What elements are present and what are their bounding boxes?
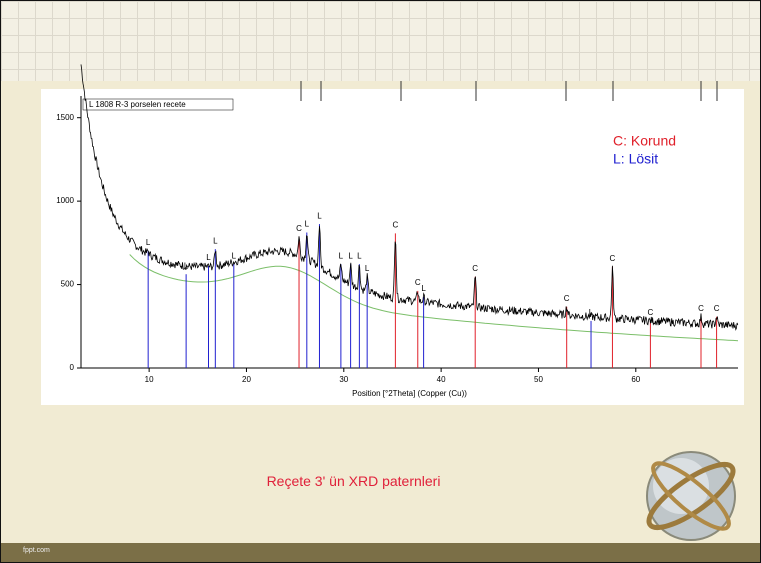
peak-label: C [564, 294, 570, 303]
plot-image [41, 89, 744, 405]
peak-label: C [698, 304, 704, 313]
peak-label: L [305, 220, 310, 229]
peak-label: L [421, 284, 426, 293]
x-tick-label: 50 [534, 375, 543, 384]
y-tick-label: 500 [61, 280, 75, 289]
y-tick-label: 1500 [56, 113, 74, 122]
x-tick-label: 20 [242, 375, 251, 384]
peak-label: C [415, 278, 421, 287]
legend-entry: L: Lösit [613, 151, 658, 167]
title-box [82, 98, 234, 111]
peak-label: L [232, 251, 237, 260]
peak-label: L [357, 251, 362, 260]
peak-label: C [714, 304, 720, 313]
peak-label: C [648, 308, 654, 317]
peak-label: L [206, 253, 211, 262]
header-band [1, 1, 760, 81]
peak-label: L [146, 238, 151, 247]
peak-label: C [472, 264, 478, 273]
x-tick-label: 60 [631, 375, 640, 384]
footer-band [1, 543, 760, 562]
xrd-plot: 0 500 1000 1500 10 20 30 40 50 60 Position [°2Thet… [56, 64, 739, 398]
peak-label: L [348, 251, 353, 260]
x-tick-label: 40 [437, 375, 446, 384]
x-tick-label: 10 [145, 375, 154, 384]
y-tick-label: 0 [70, 363, 75, 372]
peak-label: L [317, 211, 322, 220]
peak-label: C [296, 224, 302, 233]
peak-label: C [610, 254, 616, 263]
peak-label: L [339, 251, 344, 260]
slide-caption: Reçete 3' ün XRD paternleri [266, 473, 441, 489]
x-tick-label: 30 [339, 375, 348, 384]
x-axis-label: Position [°2Theta] (Copper (Cu)) [352, 389, 467, 398]
plot-title: L 1808 R-3 porselen recete [89, 100, 186, 109]
xrd-pattern [80, 64, 739, 331]
image-edge-lines [300, 81, 718, 101]
legend-entry: C: Korund [613, 133, 676, 149]
peak-label: L [365, 264, 370, 273]
footer-text: fppt.com [23, 547, 50, 554]
globe [646, 451, 736, 541]
y-tick-label: 1000 [56, 196, 74, 205]
peak-label: C [392, 220, 398, 229]
background-fit [129, 254, 739, 342]
peak-label: L [213, 236, 218, 245]
